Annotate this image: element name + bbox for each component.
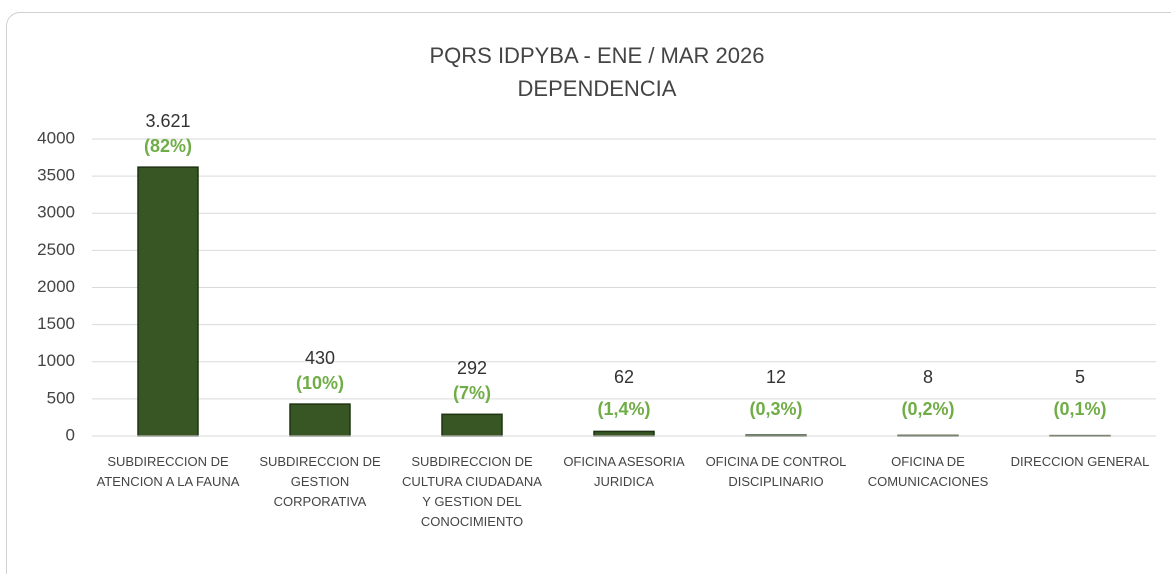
y-tick-label: 3500 (37, 166, 75, 185)
percent-label: (0,1%) (1053, 399, 1106, 419)
x-tick-label: SUBDIRECCION DE ATENCION A LA FAUNA (96, 454, 240, 489)
value-label: 3.621 (145, 111, 190, 131)
bar (137, 166, 199, 437)
x-tick-label: DIRECCION GENERAL (1010, 454, 1150, 469)
percent-label: (0,3%) (749, 399, 802, 419)
bar (441, 413, 503, 437)
percent-label: (1,4%) (597, 399, 650, 419)
y-tick-label: 3000 (37, 203, 75, 222)
y-tick-label: 500 (47, 388, 75, 407)
percent-label: (82%) (144, 136, 192, 156)
y-tick-label: 4000 (37, 128, 75, 147)
x-tick-label: SUBDIRECCION DE CULTURA CIUDADANA Y GEST… (402, 454, 542, 529)
value-label: 62 (614, 367, 634, 387)
y-tick-label: 2000 (37, 277, 75, 296)
x-tick-label: OFICINA DE CONTROL DISCIPLINARIO (705, 454, 847, 489)
value-label: 8 (923, 367, 933, 387)
value-label: 430 (305, 348, 335, 368)
bar (289, 403, 351, 437)
y-tick-label: 2500 (37, 240, 75, 259)
x-tick-label: SUBDIRECCION DE GESTION CORPORATIVA (259, 454, 381, 509)
percent-label: (7%) (453, 383, 491, 403)
chart-title: PQRS IDPYBA - ENE / MAR 2026 (429, 43, 764, 68)
y-tick-label: 1000 (37, 351, 75, 370)
y-tick-label: 0 (66, 425, 75, 444)
value-label: 5 (1075, 367, 1085, 387)
chart-frame (6, 12, 1171, 574)
bar (593, 430, 655, 437)
value-label: 292 (457, 358, 487, 378)
y-tick-label: 1500 (37, 314, 75, 333)
x-tick-label: OFICINA DE COMUNICACIONES (867, 454, 989, 489)
chart-subtitle: DEPENDENCIA (518, 76, 677, 101)
percent-label: (10%) (296, 373, 344, 393)
value-label: 12 (766, 367, 786, 387)
x-tick-label: OFICINA ASESORIA JURIDICA (563, 454, 685, 489)
percent-label: (0,2%) (901, 399, 954, 419)
